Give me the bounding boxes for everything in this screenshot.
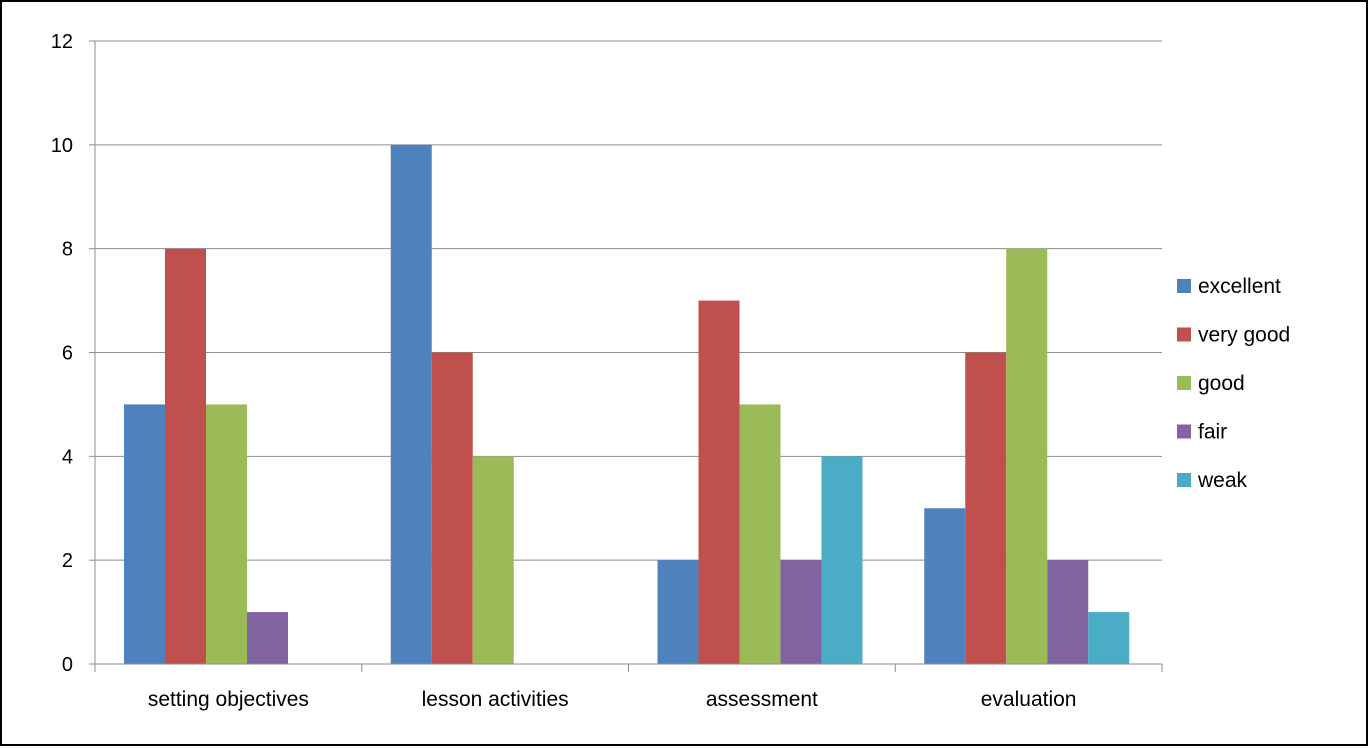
legend-swatch-good [1177,376,1191,390]
y-tick-label: 2 [62,550,73,572]
x-category-label: assessment [706,688,818,711]
bar-very-good-evaluation [965,352,1007,664]
y-tick-label: 10 [51,135,73,157]
legend-swatch-excellent [1177,279,1191,293]
bar-weak-evaluation [1088,612,1130,664]
bar-very-good-setting-objectives [165,248,206,664]
x-category-label: evaluation [981,688,1077,711]
bar-excellent-evaluation [924,508,966,664]
y-tick-label: 0 [62,654,73,676]
bar-good-setting-objectives [206,404,247,664]
legend-label-excellent: excellent [1198,275,1281,298]
bar-good-evaluation [1006,248,1048,664]
legend-label-weak: weak [1197,469,1248,492]
bar-excellent-lesson-activities [390,144,432,665]
legend: excellent very good good fair weak [1177,275,1290,492]
bars [124,144,1130,665]
bar-excellent-setting-objectives [124,404,165,664]
legend-label-very-good: very good [1198,324,1290,347]
bar-good-assessment [739,404,781,664]
axes: 0 2 4 6 8 10 12 setting objectives lesson activi… [51,31,1163,711]
bar-excellent-assessment [657,560,699,664]
y-tick-label: 8 [62,239,73,261]
bar-fair-evaluation [1047,560,1089,664]
x-category-label: setting objectives [148,688,309,711]
bar-good-lesson-activities [472,456,514,664]
y-tick-label: 4 [62,446,73,468]
bar-very-good-assessment [698,300,740,664]
bar-fair-assessment [780,560,822,664]
bar-weak-assessment [821,456,863,664]
y-tick-label: 12 [51,31,73,53]
bar-very-good-lesson-activities [431,352,473,664]
x-category-label: lesson activities [422,688,569,711]
legend-label-fair: fair [1198,421,1227,444]
legend-label-good: good [1198,372,1245,395]
bar-fair-setting-objectives [247,612,288,664]
legend-swatch-very-good [1177,327,1191,342]
legend-swatch-weak [1177,473,1191,487]
legend-swatch-fair [1177,424,1191,439]
y-tick-label: 6 [62,343,73,365]
